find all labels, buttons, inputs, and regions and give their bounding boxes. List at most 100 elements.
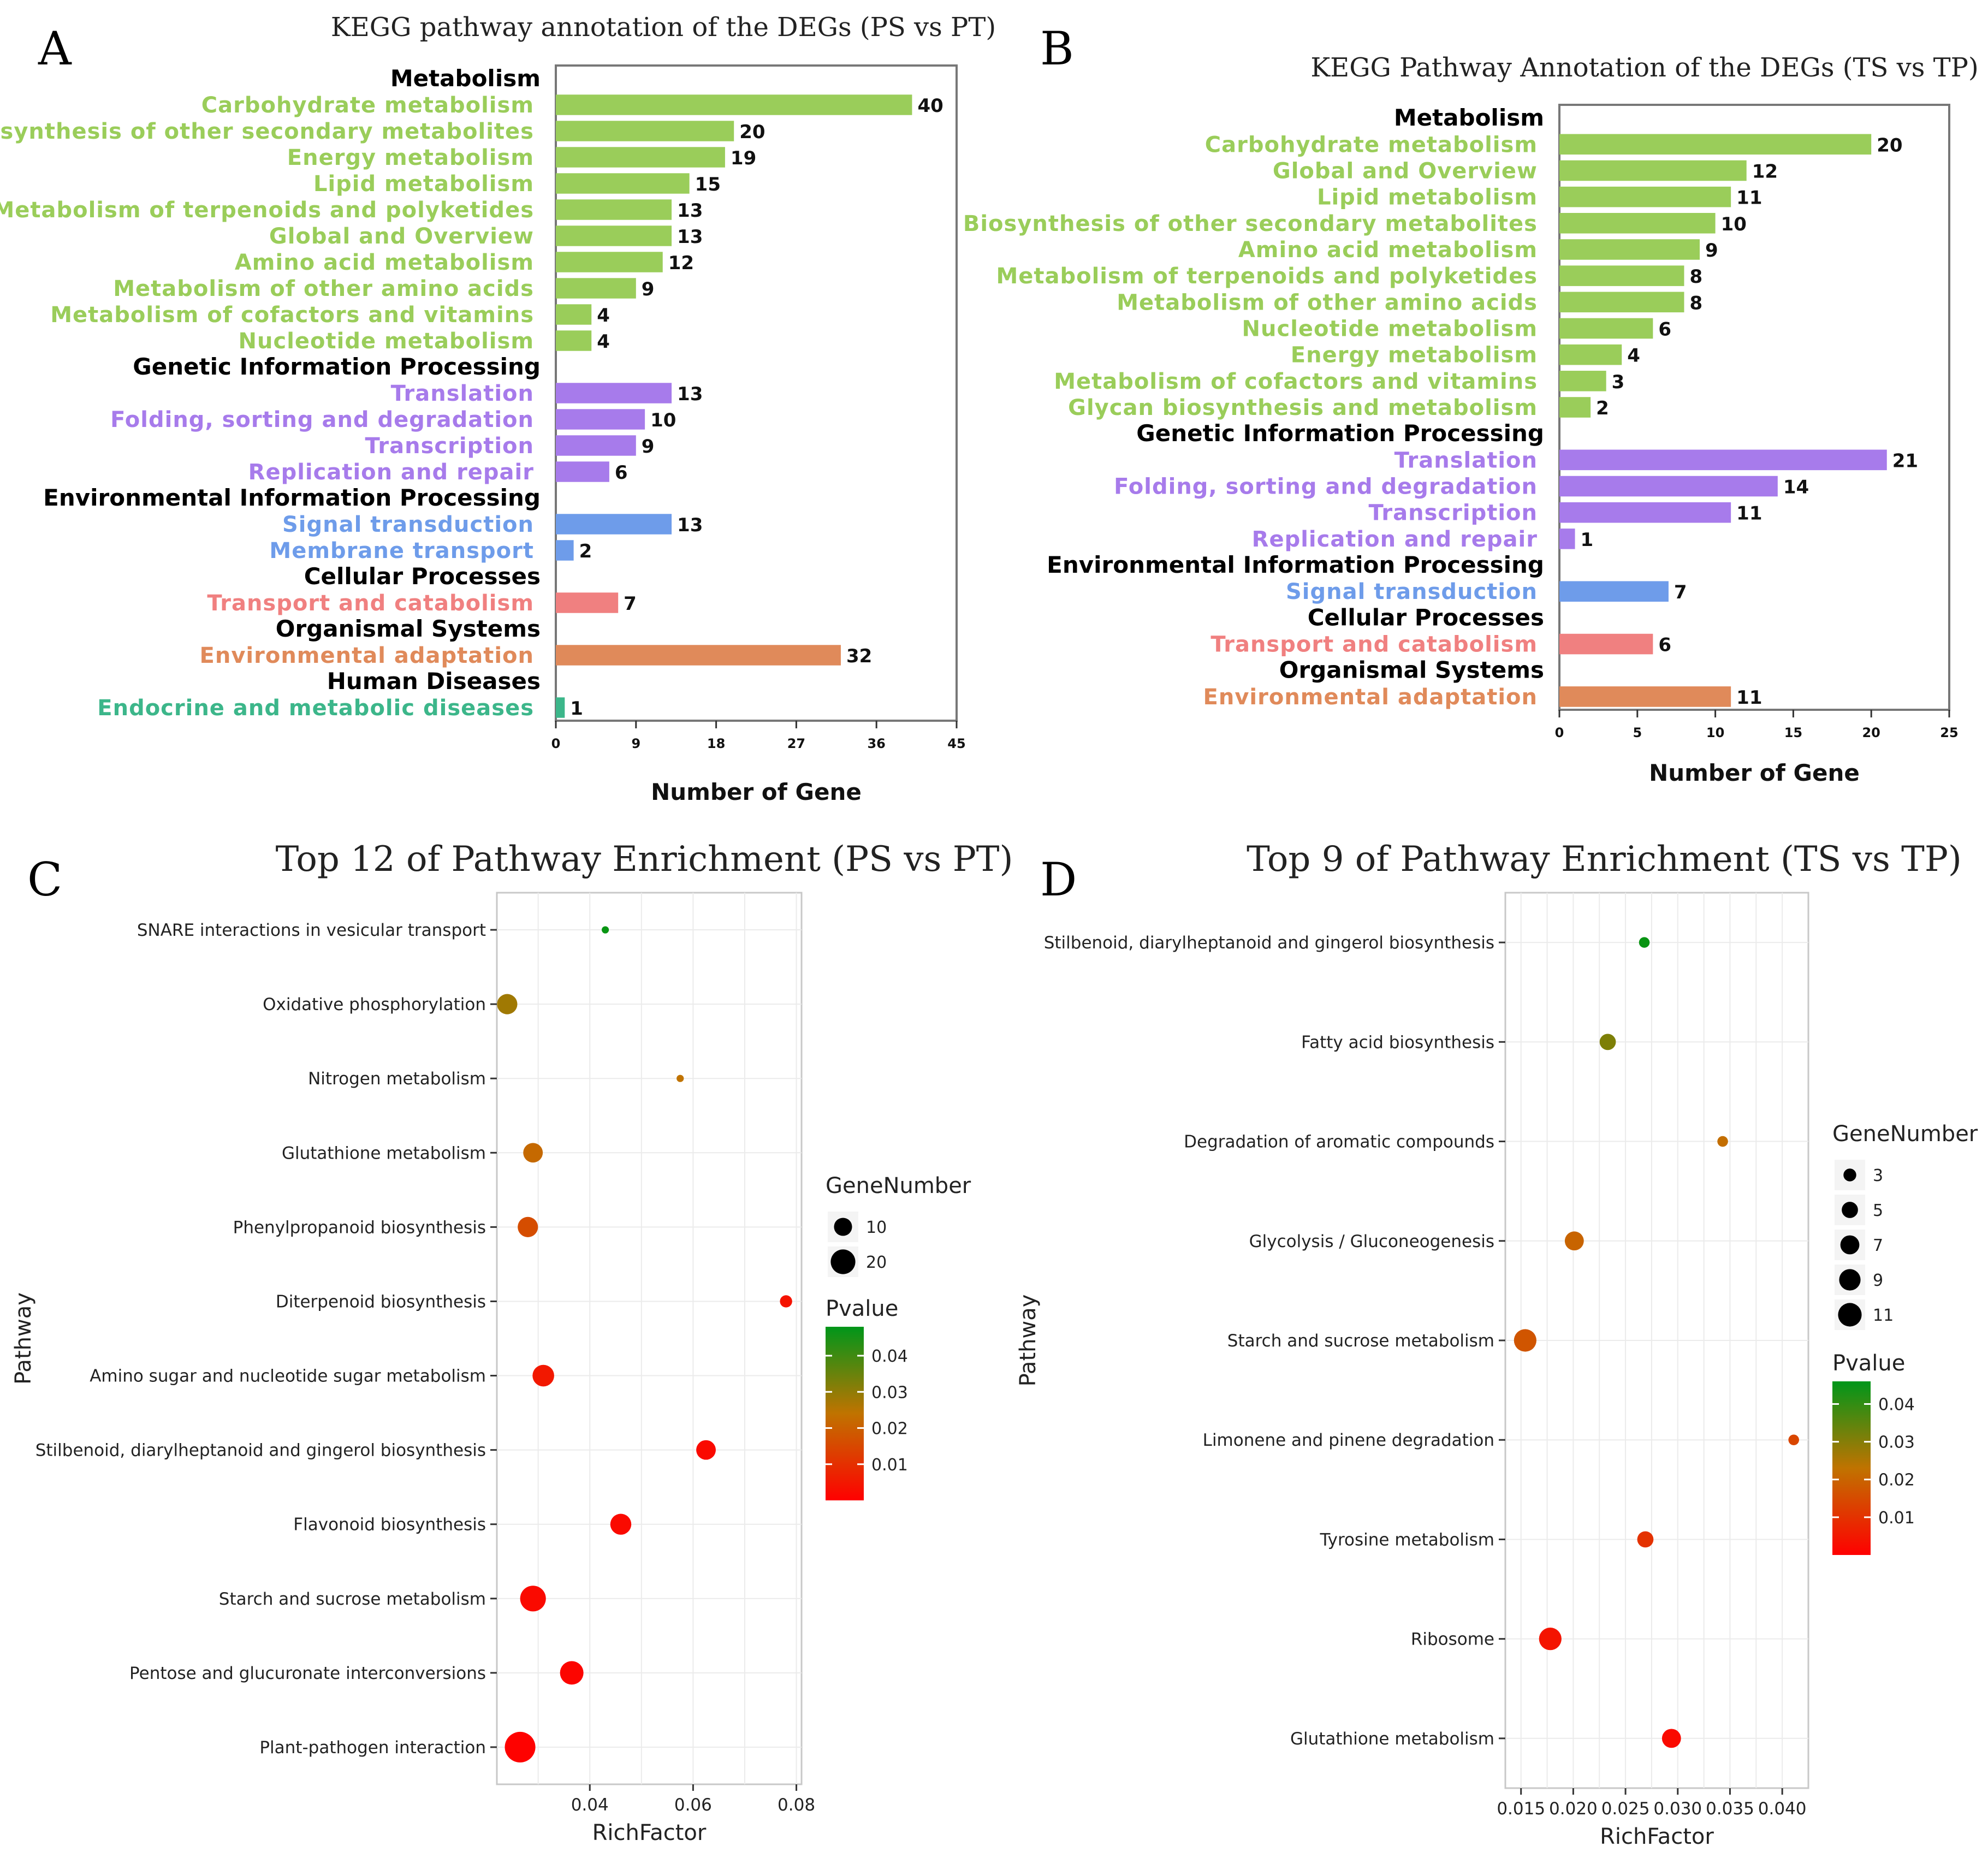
data-label-environmental-adaptation: 11: [1736, 687, 1762, 709]
y-tick-label-nitrogen-metabolism: Nitrogen metabolism: [308, 1069, 486, 1089]
bar-translation: [1559, 449, 1887, 471]
bar-transcription: [1559, 502, 1731, 523]
category-heading-human-diseases: Human Diseases: [327, 668, 541, 694]
y-tick-label-glycolysis-gluconeogenesis: Glycolysis / Gluconeogenesis: [1249, 1232, 1494, 1251]
legend-color-label-0-04: 0.04: [871, 1347, 908, 1366]
point-glutathione-metabolism: [523, 1143, 543, 1163]
category-heading-genetic-information-processing: Genetic Information Processing: [1136, 420, 1544, 447]
point-stilbenoid-diarylheptanoid-and-gingerol-biosynthesis: [1639, 937, 1650, 948]
data-label-folding-sorting-and-degradation: 10: [650, 409, 676, 431]
x-tick-label-18: 18: [707, 736, 725, 751]
data-label-metabolism-of-terpenoids-and-polyketides: 8: [1689, 266, 1702, 288]
x-axis-title: Number of Gene: [651, 779, 862, 805]
legend-size-label-10: 10: [866, 1218, 887, 1237]
x-tick-label-36: 36: [867, 736, 885, 751]
data-label-metabolism-of-cofactors-and-vitamins: 4: [597, 305, 610, 327]
x-tick-label-9: 9: [631, 736, 640, 751]
data-label-energy-metabolism: 19: [731, 147, 756, 169]
legend-color-title: Pvalue: [1832, 1351, 1905, 1376]
point-plant-pathogen-interaction: [505, 1731, 536, 1762]
legend-color-label-0-04: 0.04: [1878, 1395, 1915, 1414]
point-ribosome: [1539, 1628, 1562, 1651]
x-tick-label-5: 5: [1633, 725, 1642, 740]
data-label-biosynthesis-of-other-secondary-metabolites: 20: [739, 121, 765, 143]
data-label-replication-and-repair: 6: [615, 462, 628, 484]
point-amino-sugar-and-nucleotide-sugar-metabolism: [532, 1364, 554, 1387]
row-label-environmental-adaptation: Environmental adaptation: [1203, 685, 1538, 710]
bar-nucleotide-metabolism: [1559, 318, 1653, 339]
bar-global-and-overview: [556, 225, 672, 246]
bar-energy-metabolism: [556, 147, 725, 168]
row-label-folding-sorting-and-degradation: Folding, sorting and degradation: [110, 407, 534, 432]
data-label-signal-transduction: 13: [677, 514, 703, 536]
bar-replication-and-repair: [1559, 529, 1575, 549]
panel-d-bubble-chart: D Top 9 of Pathway Enrichment (TS vs TP) S…: [1016, 839, 1978, 1849]
legend-size-key-5: [1842, 1202, 1858, 1218]
legend-color-label-0-03: 0.03: [871, 1383, 908, 1402]
data-label-energy-metabolism: 4: [1627, 345, 1640, 367]
legend-size-key-20: [830, 1249, 856, 1274]
bar-transport-and-catabolism: [556, 592, 619, 613]
chart-title: KEGG Pathway Annotation of the DEGs (TS …: [1310, 52, 1978, 83]
x-tick-label-0-040: 0.040: [1758, 1799, 1807, 1819]
row-label-amino-acid-metabolism: Amino acid metabolism: [235, 250, 534, 275]
row-label-replication-and-repair: Replication and repair: [1252, 527, 1538, 552]
x-axis-title: RichFactor: [592, 1820, 707, 1845]
legend-colorbar: [1832, 1381, 1871, 1555]
data-label-amino-acid-metabolism: 12: [668, 252, 694, 274]
y-tick-label-ribosome: Ribosome: [1411, 1630, 1494, 1649]
legend-size-label-7: 7: [1873, 1236, 1883, 1255]
data-label-metabolism-of-terpenoids-and-polyketides: 13: [677, 200, 703, 222]
y-axis-title: Pathway: [11, 1292, 36, 1385]
y-tick-label-degradation-of-aromatic-compounds: Degradation of aromatic compounds: [1184, 1132, 1494, 1152]
legend-size-key-3: [1843, 1168, 1856, 1182]
x-tick-label-0-030: 0.030: [1653, 1799, 1702, 1819]
bar-environmental-adaptation: [556, 645, 841, 666]
x-tick-label-0-025: 0.025: [1601, 1799, 1650, 1819]
row-label-transport-and-catabolism: Transport and catabolism: [207, 591, 534, 616]
row-label-metabolism-of-terpenoids-and-polyketides: Metabolism of terpenoids and polyketides: [0, 198, 534, 223]
bar-signal-transduction: [1559, 581, 1669, 602]
panel-letter: D: [1040, 853, 1077, 906]
x-tick-label-45: 45: [947, 736, 965, 751]
x-tick-label-15: 15: [1784, 725, 1802, 740]
row-label-nucleotide-metabolism: Nucleotide metabolism: [239, 329, 534, 354]
x-tick-label-0-04: 0.04: [571, 1795, 609, 1815]
x-tick-label-0: 0: [551, 736, 561, 751]
data-label-environmental-adaptation: 32: [846, 645, 872, 667]
data-label-translation: 21: [1892, 450, 1918, 472]
legend-color-label-0-01: 0.01: [1878, 1509, 1915, 1528]
data-label-transcription: 9: [642, 436, 655, 458]
legend-color-title: Pvalue: [826, 1296, 898, 1321]
category-heading-metabolism: Metabolism: [1394, 104, 1544, 131]
row-label-metabolism-of-cofactors-and-vitamins: Metabolism of cofactors and vitamins: [1054, 369, 1538, 394]
y-tick-label-stilbenoid-diarylheptanoid-and-gingerol-biosynthesis: Stilbenoid, diarylheptanoid and gingerol…: [1044, 933, 1494, 953]
category-heading-genetic-information-processing: Genetic Information Processing: [133, 353, 541, 380]
row-label-environmental-adaptation: Environmental adaptation: [200, 643, 534, 668]
data-label-transcription: 11: [1736, 503, 1762, 525]
row-label-signal-transduction: Signal transduction: [1286, 579, 1538, 604]
data-label-endocrine-and-metabolic-diseases: 1: [570, 698, 583, 720]
row-label-amino-acid-metabolism: Amino acid metabolism: [1238, 238, 1538, 263]
y-tick-label-flavonoid-biosynthesis: Flavonoid biosynthesis: [293, 1515, 486, 1535]
category-heading-organismal-systems: Organismal Systems: [276, 615, 541, 642]
row-label-metabolism-of-cofactors-and-vitamins: Metabolism of cofactors and vitamins: [50, 302, 534, 328]
bar-endocrine-and-metabolic-diseases: [556, 697, 565, 718]
bar-transport-and-catabolism: [1559, 633, 1653, 655]
row-label-endocrine-and-metabolic-diseases: Endocrine and metabolic diseases: [97, 696, 534, 721]
x-tick-label-0-015: 0.015: [1497, 1799, 1545, 1819]
row-label-biosynthesis-of-other-secondary-metabolites: Biosynthesis of other secondary metaboli…: [963, 211, 1538, 236]
row-label-replication-and-repair: Replication and repair: [248, 460, 534, 485]
data-label-folding-sorting-and-degradation: 14: [1783, 477, 1809, 498]
point-snare-interactions-in-vesicular-transport: [602, 926, 609, 934]
y-axis-title: Pathway: [1016, 1295, 1041, 1387]
plot-panel: [496, 892, 803, 1785]
point-nitrogen-metabolism: [676, 1075, 684, 1082]
bar-metabolism-of-other-amino-acids: [556, 278, 636, 299]
chart-title: Top 9 of Pathway Enrichment (TS vs TP): [1247, 839, 1962, 880]
row-label-lipid-metabolism: Lipid metabolism: [313, 171, 534, 197]
y-tick-label-amino-sugar-and-nucleotide-sugar-metabolism: Amino sugar and nucleotide sugar metabol…: [90, 1367, 486, 1386]
bar-translation: [556, 383, 672, 403]
panel-b-bar-chart: B KEGG Pathway Annotation of the DEGs (TS…: [963, 22, 1979, 786]
legend-size-key-7: [1840, 1235, 1860, 1255]
